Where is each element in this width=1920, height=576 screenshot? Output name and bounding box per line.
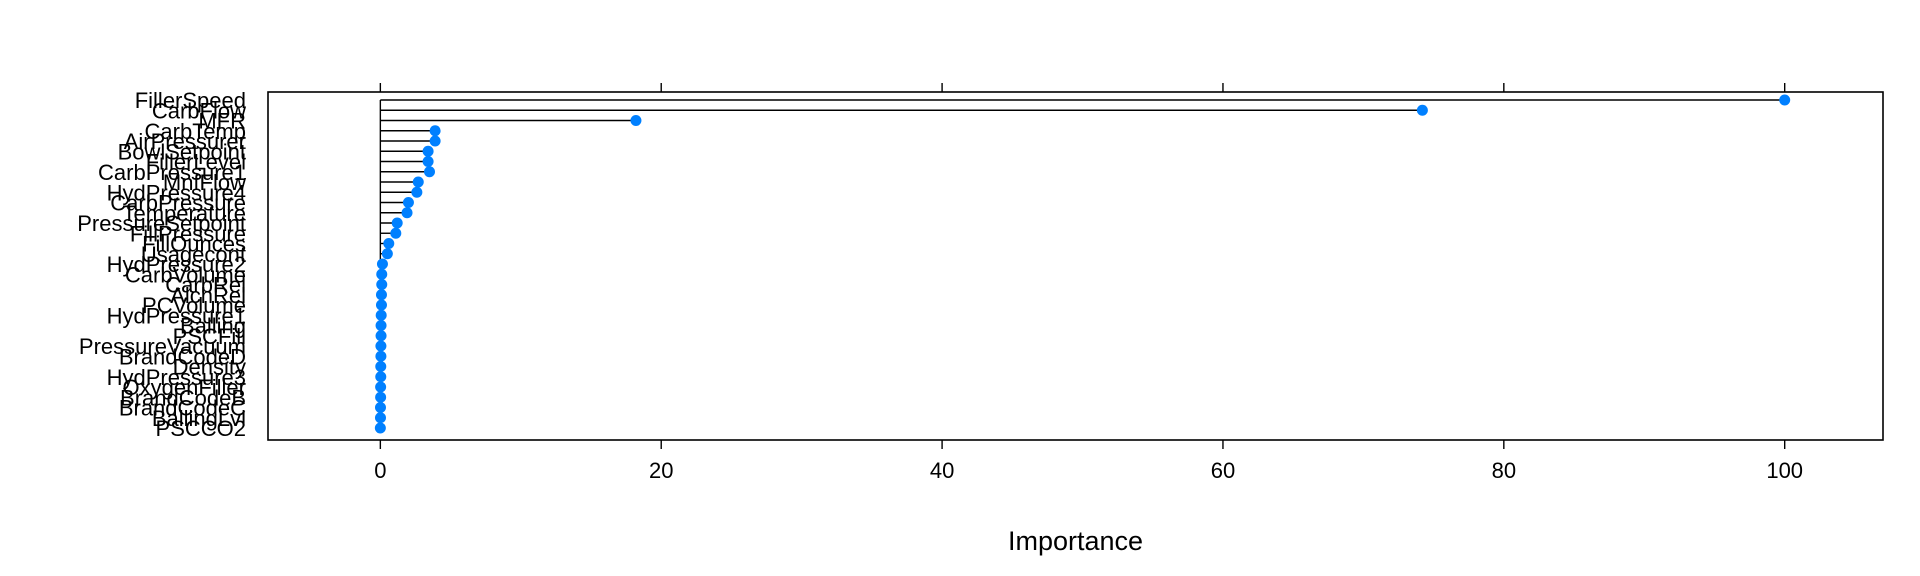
data-point xyxy=(374,412,386,424)
category-label: CarbTemp xyxy=(145,119,246,144)
category-label: HydPressure4 xyxy=(107,180,246,205)
category-label: PressureSetpoint xyxy=(77,211,246,236)
category-label: PressureVacuum xyxy=(79,334,246,359)
x-tick-label: 100 xyxy=(1766,458,1803,483)
category-label: AlchRel xyxy=(170,283,246,308)
category-label: FillOunces xyxy=(142,232,246,257)
data-point xyxy=(402,197,414,208)
category-label: FillerSpeed xyxy=(135,88,246,113)
category-label: BrandCodeC xyxy=(119,396,246,421)
data-point xyxy=(376,268,388,280)
data-point xyxy=(375,289,387,301)
category-label: BrandCodeD xyxy=(119,344,246,369)
data-point xyxy=(391,217,403,229)
data-point xyxy=(381,248,393,260)
plot-frame xyxy=(267,91,1884,441)
category-label: HydPressure3 xyxy=(107,365,246,390)
x-tick-label: 40 xyxy=(930,458,954,483)
data-point xyxy=(401,207,413,219)
category-label: BrandCodeB xyxy=(120,385,246,410)
data-point xyxy=(429,125,441,137)
data-points xyxy=(374,94,1791,434)
top-axis-ticks xyxy=(379,83,1786,92)
category-label: Temperature xyxy=(122,201,246,226)
x-tick-label: 60 xyxy=(1211,458,1235,483)
category-label: HydPressure1 xyxy=(107,303,246,328)
category-label: Density xyxy=(173,355,246,380)
data-point xyxy=(375,350,387,362)
category-label: FillerLevel xyxy=(146,150,246,175)
category-label: PSCCO2 xyxy=(156,416,246,441)
category-label: AirPressurer xyxy=(124,129,246,154)
data-point xyxy=(383,238,395,249)
data-point xyxy=(1416,104,1428,116)
data-point xyxy=(375,299,387,311)
category-label: FillPressure xyxy=(130,221,246,246)
data-point xyxy=(429,135,441,147)
category-label: CarbPressure xyxy=(110,191,246,216)
data-point xyxy=(374,402,386,413)
x-tick-label: 0 xyxy=(374,458,386,483)
category-label: BowlSetpoint xyxy=(118,139,246,164)
data-point xyxy=(375,391,387,403)
data-point xyxy=(375,330,387,342)
category-label: Balling xyxy=(180,314,246,339)
category-label: MFR xyxy=(198,109,246,134)
data-point xyxy=(376,279,388,290)
data-point xyxy=(630,115,642,126)
data-point xyxy=(375,340,387,352)
x-axis: 0 20 40 60 80 100 xyxy=(374,440,1803,483)
category-label: BallingLvl xyxy=(152,406,246,431)
data-point xyxy=(375,309,387,321)
stems xyxy=(380,99,1785,419)
category-label: CarbPressure1 xyxy=(98,160,246,185)
category-label: Usagecont xyxy=(141,242,246,267)
category-label: MnfFlow xyxy=(163,170,246,195)
data-point xyxy=(376,258,388,270)
category-label: CarbRel xyxy=(165,273,246,298)
category-label: CarbVolume xyxy=(125,262,246,287)
data-point xyxy=(412,176,424,188)
data-point xyxy=(375,371,387,383)
data-point xyxy=(374,422,386,434)
data-point xyxy=(422,156,434,167)
category-label: PCVolume xyxy=(142,293,246,318)
data-point xyxy=(375,361,387,372)
data-point xyxy=(422,145,434,157)
data-point xyxy=(1779,94,1791,106)
category-label: PSCFill xyxy=(173,324,246,349)
data-point xyxy=(390,227,402,239)
x-tick-label: 80 xyxy=(1492,458,1516,483)
category-labels: FillerSpeedCarbFlowMFRCarbTempAirPressur… xyxy=(77,88,246,441)
x-tick-label: 20 xyxy=(649,458,673,483)
data-point xyxy=(411,186,423,198)
data-point xyxy=(375,381,387,393)
x-axis-title: Importance xyxy=(1008,526,1143,556)
category-label: HydPressure2 xyxy=(107,252,246,277)
category-label: CarbFlow xyxy=(152,98,246,123)
category-label: OxygenFiller xyxy=(123,375,246,400)
data-point xyxy=(424,166,435,178)
data-point xyxy=(375,320,387,331)
